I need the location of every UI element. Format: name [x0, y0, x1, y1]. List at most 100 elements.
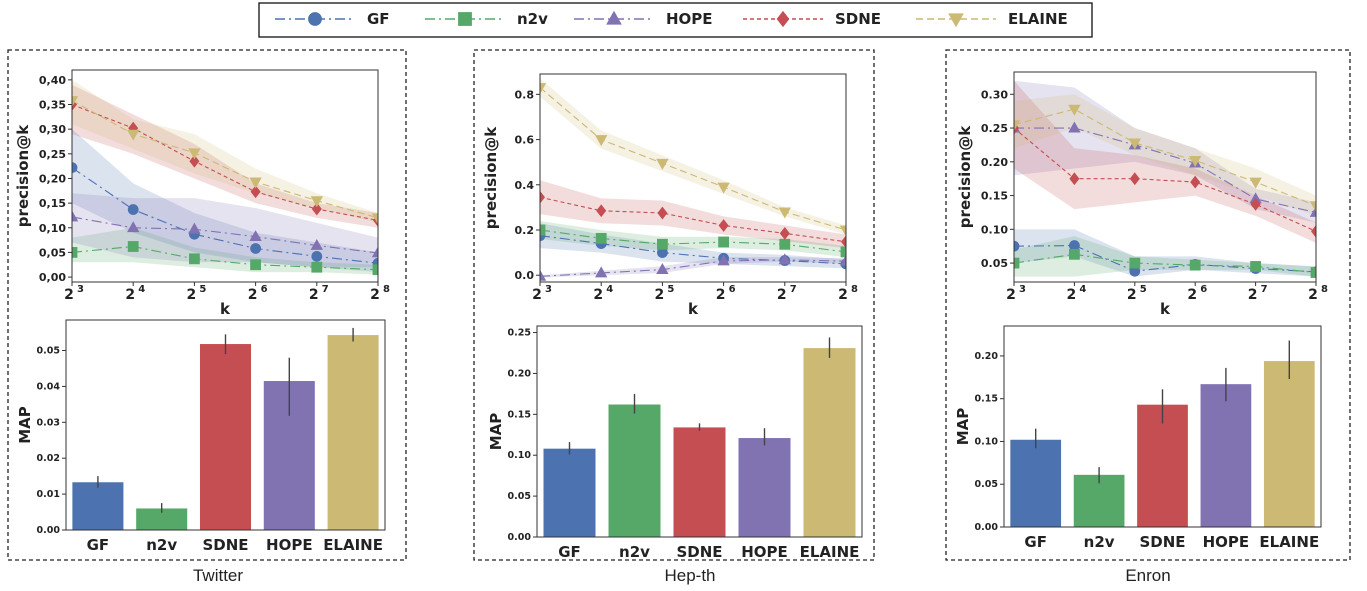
- point-sdne: [1310, 224, 1316, 238]
- panel-title-hep-th: Hep-th: [664, 566, 715, 585]
- y-tick-label: 0.30: [981, 88, 1008, 101]
- point-sdne: [250, 185, 261, 199]
- y-tick-label: 0.05: [975, 479, 998, 490]
- category-label: n2v: [619, 543, 650, 561]
- x-axis-label: k: [1160, 300, 1171, 318]
- bar-elaine: [803, 348, 856, 537]
- point-sdne: [1250, 197, 1261, 211]
- x-tick-label: 2: [777, 287, 787, 303]
- band-elaine: [540, 78, 846, 235]
- series-line-hope: [1014, 127, 1316, 213]
- category-label: ELAINE: [1259, 533, 1319, 551]
- point-n2v: [779, 238, 791, 250]
- series-line-hope: [540, 259, 846, 277]
- y-tick-label: 0.0: [515, 269, 535, 282]
- panel-frames: [7, 49, 1351, 561]
- x-tick-label: 2: [1187, 287, 1197, 303]
- x-tick-label: 2: [370, 287, 380, 303]
- point-elaine: [1014, 120, 1021, 132]
- band-gf: [72, 129, 378, 273]
- point-hope: [72, 210, 79, 222]
- y-tick-label: 0.02: [37, 453, 60, 464]
- point-hope: [127, 221, 140, 233]
- x-tick-label: 2: [125, 287, 135, 303]
- legend-marker: [308, 12, 322, 26]
- point-n2v: [127, 241, 139, 252]
- y-tick-label: 0.03: [37, 417, 60, 428]
- y-tick-label: 0,10: [39, 222, 66, 235]
- band-sdne: [1014, 80, 1316, 243]
- point-gf: [250, 243, 262, 254]
- y-tick-label: 0,20: [39, 172, 66, 185]
- point-elaine: [371, 213, 378, 225]
- y-tick-label: 0.15: [981, 190, 1008, 203]
- bar-chart-hep-th: GF n2v SDNE HOPE ELAINE 0.00 0.05 0.10 0.15 0.20 0…: [487, 325, 863, 561]
- y-tick-label: 0.20: [975, 351, 999, 362]
- band-sdne: [72, 84, 378, 228]
- x-tick-exponent: 8: [383, 284, 390, 295]
- bar-chart-twitter: GF n2v SDNE HOPE ELAINE 0.00 0.01 0.02 0.03 0.04 0…: [16, 319, 386, 554]
- y-tick-label: 0,35: [39, 99, 66, 112]
- x-tick-label: 2: [1067, 287, 1077, 303]
- category-label: HOPE: [1203, 533, 1250, 551]
- y-tick-label: 0.10: [981, 223, 1008, 236]
- x-tick-label: 2: [64, 287, 74, 303]
- bar-n2v: [1073, 474, 1125, 527]
- y-axis-label: precision@k: [482, 126, 500, 229]
- y-tick-label: 0,05: [39, 246, 66, 259]
- band-elaine: [1014, 94, 1316, 216]
- point-elaine: [72, 96, 79, 108]
- band-gf: [540, 223, 846, 269]
- point-gf: [127, 204, 139, 215]
- point-elaine: [595, 135, 608, 147]
- band-hope: [540, 257, 846, 278]
- bar-gf: [1010, 439, 1062, 527]
- y-tick-label: 0,15: [39, 197, 66, 210]
- y-axis-label: MAP: [16, 406, 34, 444]
- line-chart-enron: 0.050.100.150.200.250.302 3 2 4 2 5 2 6 2 7 2 8kpre…: [956, 71, 1328, 318]
- legend-label: ELAINE: [1008, 10, 1068, 28]
- series-line-gf: [72, 167, 378, 264]
- point-sdne: [540, 190, 546, 204]
- category-label: GF: [558, 543, 581, 561]
- x-tick-label: 2: [532, 287, 542, 303]
- point-elaine: [1068, 104, 1081, 116]
- x-tick-exponent: 4: [1079, 284, 1086, 295]
- plot-area: [72, 79, 378, 276]
- point-n2v: [1069, 248, 1080, 260]
- panel-title-enron: Enron: [1125, 566, 1170, 585]
- point-hope: [540, 269, 547, 281]
- legend: GF n2v HOPE SDNE ELAINE: [258, 2, 1093, 38]
- point-n2v: [372, 264, 378, 276]
- bar-n2v: [608, 404, 661, 537]
- x-axis-label: k: [688, 300, 699, 318]
- point-hope: [371, 246, 378, 258]
- legend-marker: [606, 10, 622, 25]
- plots: 0,000,050,100,150,200,250,300,350,402 3 2 4…: [14, 69, 1328, 561]
- x-tick-label: 2: [1127, 287, 1137, 303]
- legend-marker: [776, 10, 790, 28]
- y-tick-label: 0.10: [975, 436, 999, 447]
- axes-frame: [65, 319, 386, 531]
- y-axis-label: precision@k: [956, 125, 974, 228]
- band-gf: [1014, 229, 1316, 277]
- point-elaine: [1249, 177, 1262, 189]
- y-tick-label: 0.00: [37, 525, 61, 536]
- point-n2v: [718, 236, 729, 248]
- point-hope: [188, 222, 201, 234]
- x-tick-exponent: 3: [545, 284, 552, 295]
- series-line-sdne: [540, 196, 846, 243]
- panel-frame-2: [473, 49, 875, 561]
- band-n2v: [540, 220, 846, 258]
- axes-frame: [539, 73, 847, 283]
- bar-gf: [543, 448, 596, 537]
- bar-elaine: [1263, 361, 1315, 527]
- point-n2v: [1014, 257, 1020, 269]
- panel-frame-1: [7, 49, 407, 561]
- category-label: GF: [1024, 533, 1047, 551]
- y-axis-label: MAP: [487, 413, 505, 451]
- series-line-elaine: [540, 87, 846, 231]
- legend-entry-sdne: SDNE: [743, 10, 881, 28]
